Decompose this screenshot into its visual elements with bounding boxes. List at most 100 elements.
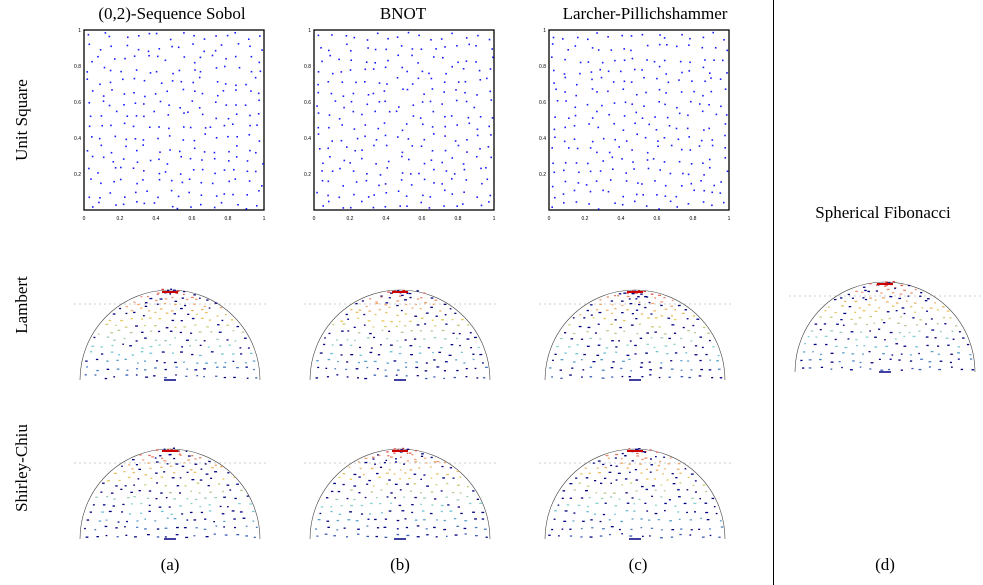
hemisphere-sample	[615, 453, 618, 456]
sample-point	[110, 45, 112, 48]
hemisphere-sample	[224, 534, 228, 536]
hemisphere-sample	[419, 330, 422, 332]
sample-point	[681, 33, 683, 36]
hemisphere-sample	[175, 463, 179, 465]
hemisphere-sample	[433, 461, 437, 463]
sample-point	[234, 55, 237, 58]
x-tick-label: 0	[548, 216, 551, 222]
hemisphere-sample	[885, 345, 889, 347]
hemisphere-sample	[145, 376, 149, 378]
hemisphere-sample	[144, 518, 147, 520]
hemisphere-sample	[232, 330, 235, 332]
hemisphere-sample	[609, 533, 611, 536]
x-tick-label: 0.2	[117, 216, 124, 222]
hemisphere-sample	[842, 324, 845, 326]
y-tick-label: 1	[78, 28, 81, 34]
sample-point	[643, 76, 645, 79]
sample-point	[703, 189, 705, 192]
hemisphere-sample	[171, 319, 175, 322]
unit-square-plot-b: 0 0.2 0.4 0.6 0.8 1 0.2 0.4 0.6 0.8 1	[300, 27, 500, 223]
sample-point	[725, 114, 728, 116]
sample-point	[645, 91, 647, 94]
hemisphere-sample	[331, 344, 334, 346]
sample-point	[575, 201, 578, 203]
hemisphere-sample	[465, 368, 468, 370]
sample-point	[485, 167, 487, 169]
sample-point	[428, 207, 431, 209]
hemisphere-sample	[223, 376, 226, 379]
hemisphere-sample	[175, 366, 178, 368]
sample-point	[349, 69, 352, 71]
hemisphere-sample	[370, 467, 374, 470]
sample-point	[397, 136, 399, 138]
sample-point	[726, 72, 728, 74]
sample-point	[109, 81, 112, 84]
hemisphere-sample	[663, 333, 667, 335]
hemisphere-sample	[383, 462, 386, 464]
hemisphere-sample	[946, 310, 950, 312]
hemisphere-sample	[100, 491, 103, 493]
hemisphere-sample	[191, 353, 194, 356]
sample-point	[250, 70, 253, 73]
hemisphere-sample	[172, 447, 176, 449]
hemisphere-sample	[711, 497, 715, 500]
hemisphere-sample	[193, 519, 197, 521]
hemisphere-sample	[584, 467, 587, 469]
hemisphere-sample	[892, 305, 895, 307]
hemisphere-sample	[388, 510, 392, 512]
hemisphere-sample	[597, 460, 601, 462]
hemisphere-sample	[420, 478, 423, 480]
sample-point	[405, 123, 408, 125]
hemisphere-sample	[338, 476, 341, 479]
x-tick-label: 0.6	[654, 216, 661, 222]
sample-point	[122, 78, 124, 81]
hemisphere-sample	[148, 504, 151, 506]
hemisphere-sample	[436, 519, 438, 521]
hemisphere-sample	[659, 367, 663, 369]
hemisphere-sample	[692, 315, 696, 317]
hemisphere-sample	[889, 358, 892, 360]
sample-point	[353, 128, 356, 130]
shirley-chiu-hemisphere-c	[537, 388, 733, 543]
hemisphere-sample	[379, 502, 382, 505]
hemisphere-sample	[931, 329, 935, 331]
hemisphere-sample	[144, 305, 148, 307]
hemisphere-sample	[699, 336, 702, 338]
hemisphere-sample	[914, 311, 916, 313]
hemisphere-sample	[549, 367, 552, 369]
sample-point	[149, 159, 152, 162]
hemisphere-sample	[610, 496, 613, 498]
sample-point	[646, 59, 648, 61]
sample-point	[365, 179, 368, 182]
hemisphere-sample	[366, 483, 369, 485]
hemisphere-sample	[425, 462, 428, 464]
hemisphere-sample	[110, 351, 114, 353]
hemisphere-sample	[590, 314, 593, 316]
hemisphere-sample	[653, 346, 656, 349]
sample-point	[473, 106, 476, 109]
sample-point	[124, 196, 126, 198]
hemisphere-sample	[215, 525, 218, 527]
hemisphere-sample	[355, 368, 359, 370]
sample-point	[327, 81, 330, 83]
hemisphere-sample	[603, 352, 607, 354]
hemisphere-sample	[408, 292, 412, 295]
hemisphere-sample	[153, 375, 156, 377]
hemisphere-sample	[572, 317, 575, 319]
hemisphere-sample	[589, 366, 593, 368]
sample-point	[663, 137, 666, 139]
hemisphere-sample	[245, 362, 247, 364]
hemisphere-sample	[479, 353, 483, 356]
sample-point	[433, 56, 435, 58]
sample-point	[575, 162, 578, 164]
hemisphere-sample	[674, 505, 677, 507]
hemisphere-sample	[855, 290, 858, 292]
hemisphere-sample	[888, 368, 891, 371]
hemisphere-sample	[105, 519, 108, 521]
sample-point	[462, 68, 465, 70]
sample-point	[678, 79, 680, 81]
hemisphere-sample	[134, 536, 137, 538]
hemisphere-sample	[626, 502, 630, 504]
hemisphere-sample	[564, 332, 567, 334]
hemisphere-sample	[181, 297, 184, 299]
